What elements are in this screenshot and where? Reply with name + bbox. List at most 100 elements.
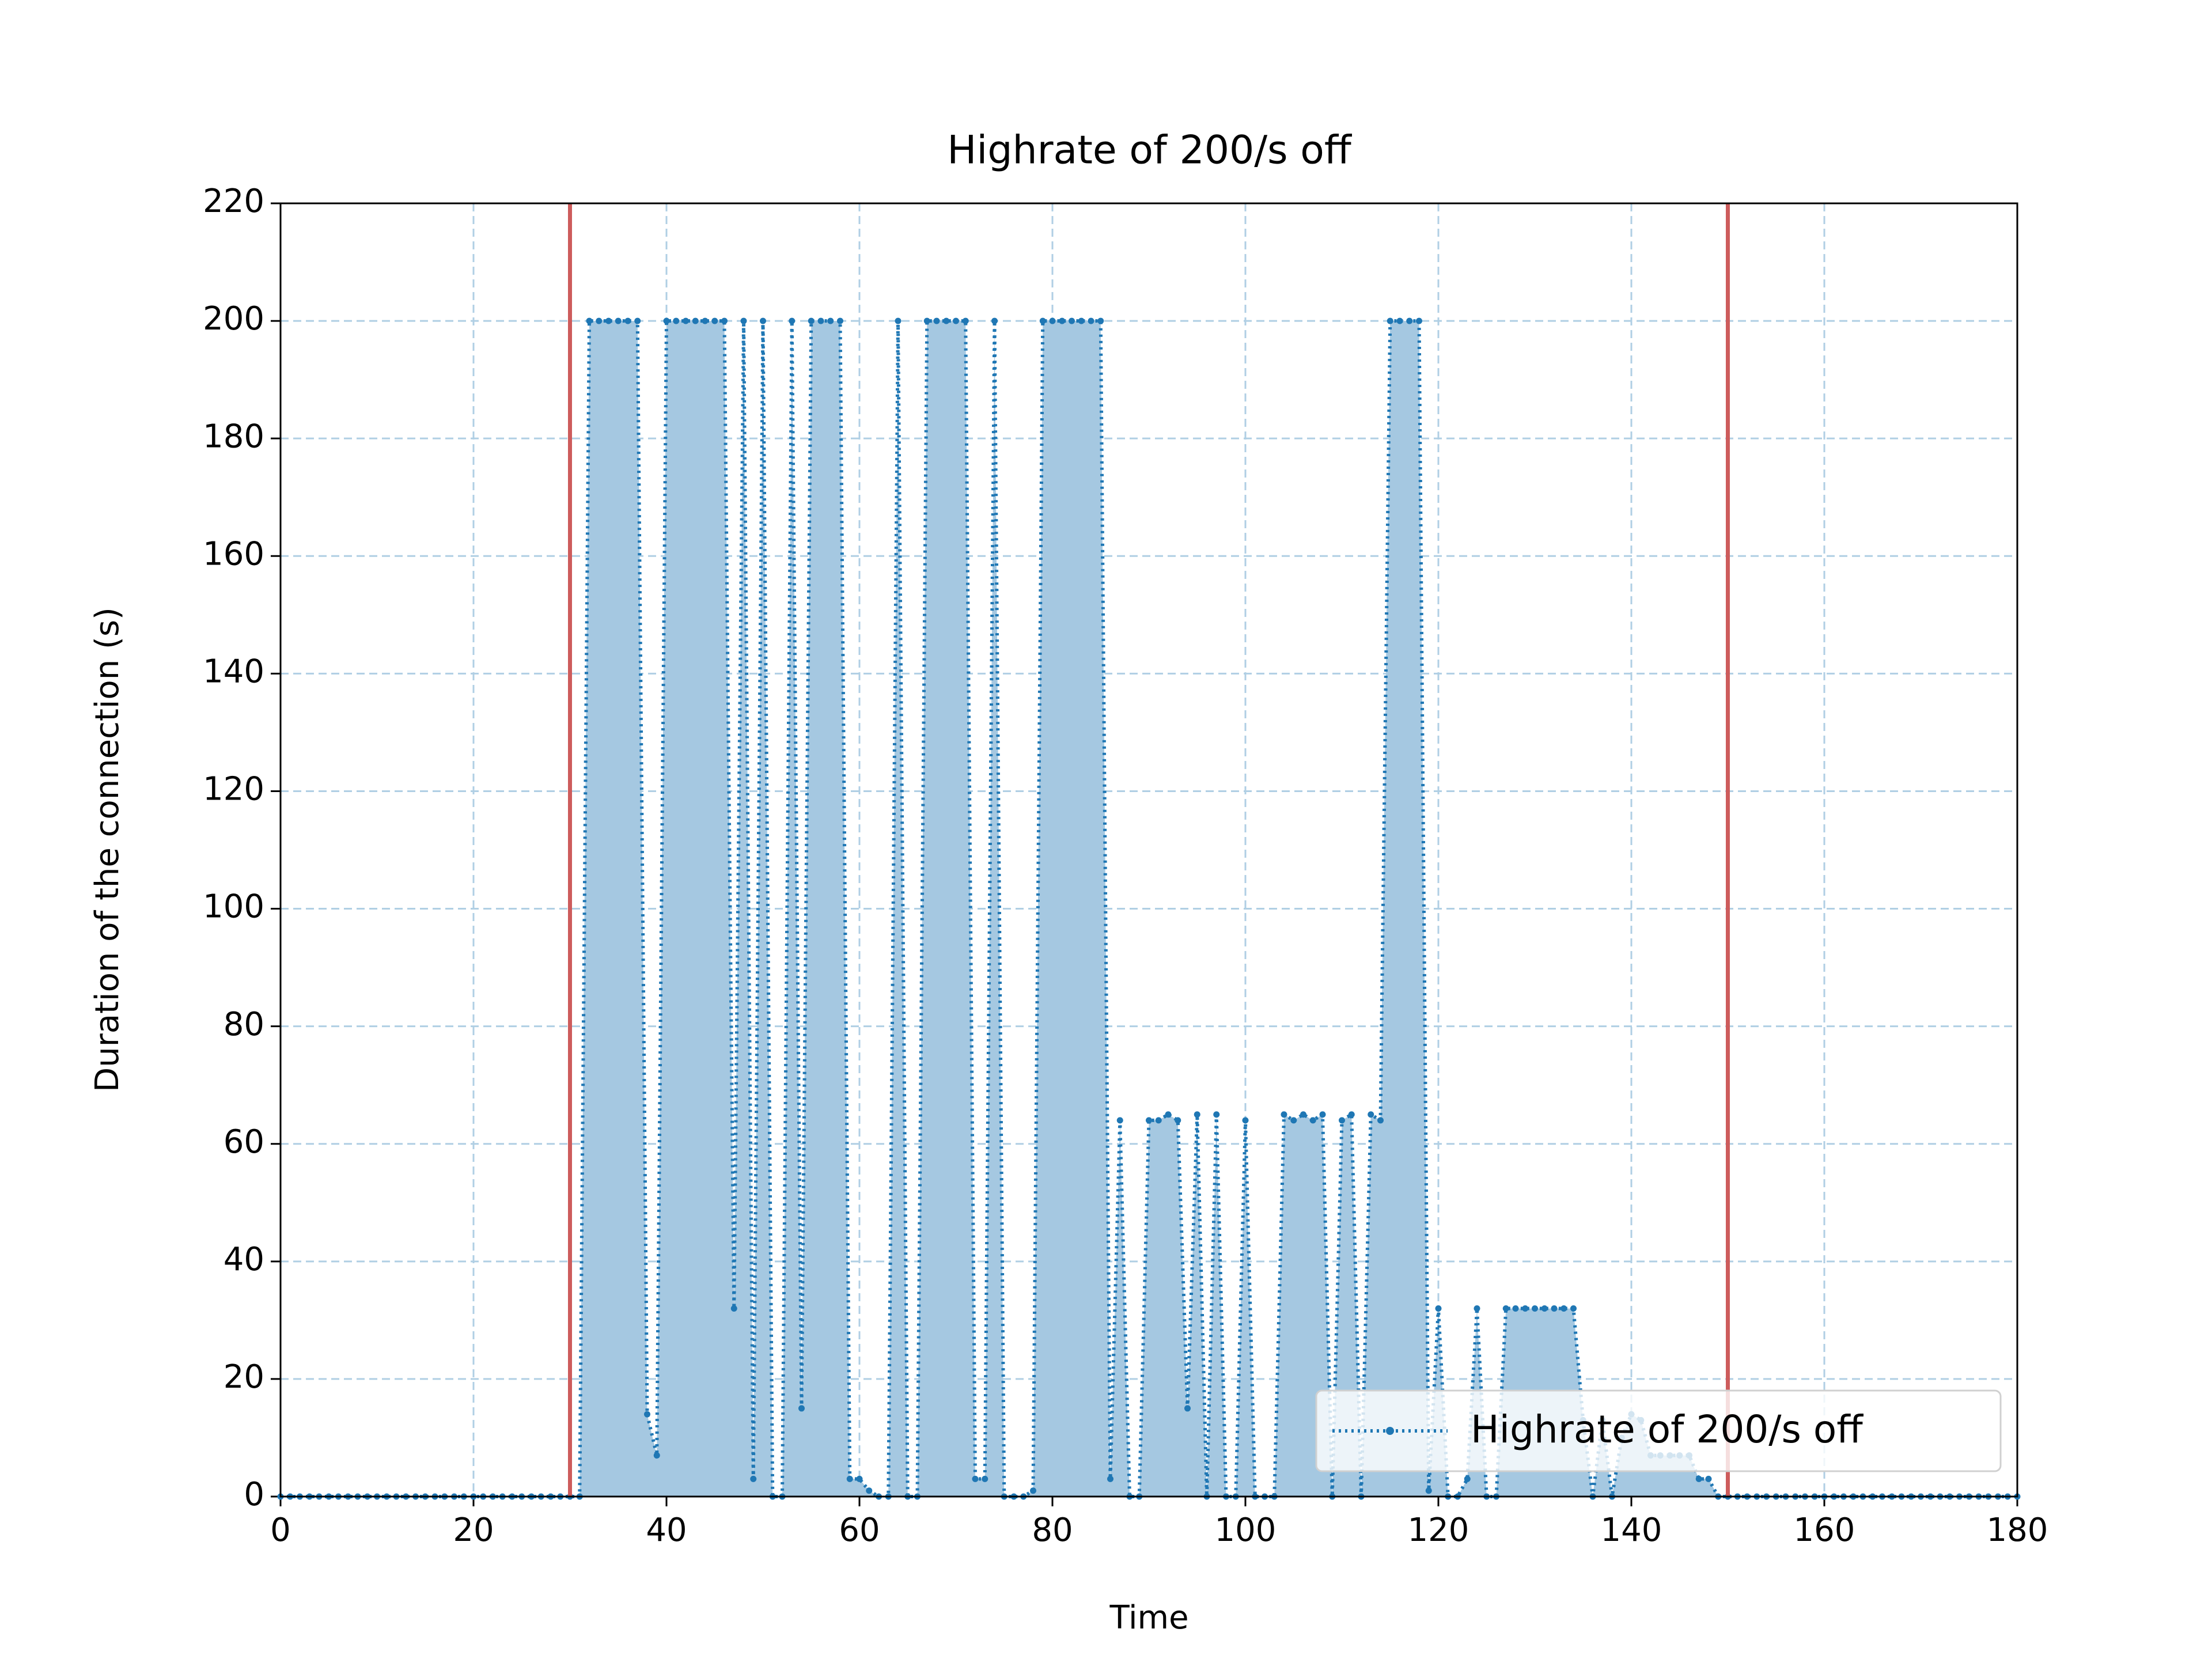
point xyxy=(1387,317,1393,324)
point xyxy=(1368,1111,1374,1118)
point xyxy=(991,317,998,324)
y-tick-label: 40 xyxy=(224,1241,264,1278)
point xyxy=(1541,1305,1548,1312)
point xyxy=(856,1475,863,1482)
x-tick-label: 100 xyxy=(1215,1512,1277,1549)
point xyxy=(1039,317,1046,324)
point xyxy=(1088,317,1094,324)
point xyxy=(1116,1117,1123,1124)
y-tick-label: 60 xyxy=(224,1123,264,1161)
x-tick-label: 40 xyxy=(646,1512,687,1549)
point xyxy=(730,1305,737,1312)
point xyxy=(1059,317,1066,324)
point xyxy=(1551,1305,1558,1312)
point xyxy=(1474,1305,1480,1312)
point xyxy=(1464,1475,1471,1482)
point xyxy=(1175,1117,1181,1124)
point xyxy=(1705,1475,1712,1482)
y-tick-label: 200 xyxy=(203,300,264,338)
plot-frame xyxy=(279,202,2018,1498)
point xyxy=(1155,1117,1162,1124)
point xyxy=(1107,1475,1113,1482)
point xyxy=(750,1475,757,1482)
point xyxy=(789,317,796,324)
y-tick-label: 20 xyxy=(224,1358,264,1396)
chart-title: Highrate of 200/s off xyxy=(947,128,1353,173)
point xyxy=(1348,1111,1355,1118)
legend-label: Highrate of 200/s off xyxy=(1471,1407,1863,1452)
point xyxy=(1097,317,1104,324)
point xyxy=(798,1405,805,1412)
point xyxy=(1570,1305,1577,1312)
point xyxy=(1406,317,1413,324)
x-tick-label: 120 xyxy=(1408,1512,1469,1549)
x-axis-label: Time xyxy=(1109,1599,1188,1637)
x-tick-label: 180 xyxy=(1987,1512,2048,1549)
x-tick-label: 80 xyxy=(1032,1512,1073,1549)
x-tick-label: 160 xyxy=(1794,1512,1855,1549)
point xyxy=(923,317,930,324)
point xyxy=(1030,1487,1036,1494)
point xyxy=(1512,1305,1519,1312)
point xyxy=(673,317,680,324)
point xyxy=(1339,1117,1345,1124)
point xyxy=(943,317,950,324)
point xyxy=(1194,1111,1200,1118)
point xyxy=(1377,1117,1384,1124)
point xyxy=(692,317,699,324)
point xyxy=(1560,1305,1567,1312)
point xyxy=(634,317,641,324)
legend-marker xyxy=(1386,1427,1394,1435)
point xyxy=(1416,317,1422,324)
y-tick-label: 100 xyxy=(203,888,264,926)
point xyxy=(711,317,718,324)
y-tick-label: 140 xyxy=(203,653,264,691)
point xyxy=(653,1452,660,1459)
point xyxy=(1078,317,1085,324)
point xyxy=(1242,1117,1249,1124)
y-tick-label: 180 xyxy=(203,418,264,455)
point xyxy=(817,317,824,324)
point xyxy=(605,317,612,324)
point xyxy=(1522,1305,1529,1312)
point xyxy=(1069,317,1075,324)
x-tick-label: 60 xyxy=(839,1512,880,1549)
x-tick-label: 140 xyxy=(1601,1512,1662,1549)
y-tick-label: 0 xyxy=(244,1476,264,1513)
point xyxy=(808,317,815,324)
point xyxy=(615,317,622,324)
point xyxy=(1435,1305,1442,1312)
legend-box xyxy=(1315,1389,2002,1472)
area xyxy=(281,321,2017,1497)
point xyxy=(760,317,766,324)
y-tick-label: 80 xyxy=(224,1006,264,1043)
point xyxy=(663,317,670,324)
point xyxy=(972,1475,979,1482)
point xyxy=(721,317,728,324)
point xyxy=(740,317,747,324)
point xyxy=(1425,1487,1432,1494)
point xyxy=(982,1475,988,1482)
y-tick-label: 120 xyxy=(203,771,264,808)
point xyxy=(1184,1405,1191,1412)
point xyxy=(644,1411,650,1418)
point xyxy=(586,317,593,324)
point xyxy=(1502,1305,1509,1312)
point xyxy=(1281,1111,1287,1118)
point xyxy=(846,1475,853,1482)
point xyxy=(702,317,709,324)
point xyxy=(1532,1305,1538,1312)
y-axis-label: Duration of the connection (s) xyxy=(89,607,126,1092)
point xyxy=(866,1487,873,1494)
y-tick-label: 220 xyxy=(203,183,264,220)
point xyxy=(1300,1111,1306,1118)
point xyxy=(1290,1117,1297,1124)
point xyxy=(596,317,603,324)
point xyxy=(1309,1117,1316,1124)
point xyxy=(683,317,689,324)
x-tick-label: 0 xyxy=(270,1512,291,1549)
point xyxy=(1146,1117,1152,1124)
point xyxy=(933,317,940,324)
point xyxy=(1165,1111,1172,1118)
